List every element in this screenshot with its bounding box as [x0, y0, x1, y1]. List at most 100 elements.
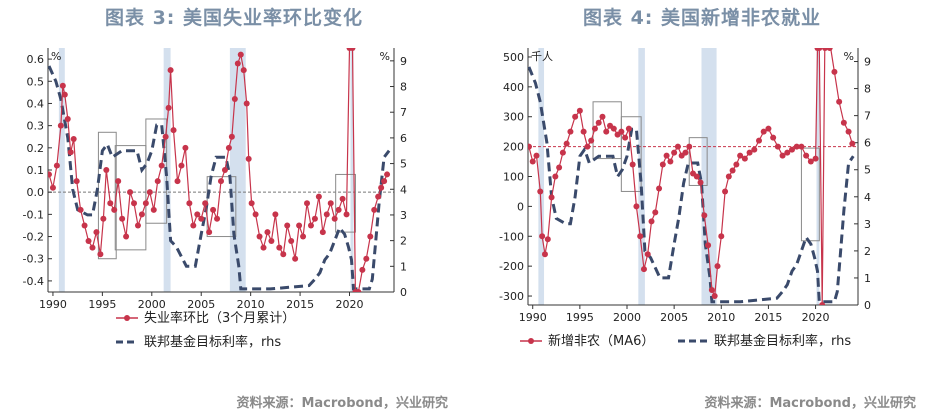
series-point [819, 302, 826, 305]
fed-funds-line [528, 66, 855, 304]
series-point [798, 143, 805, 150]
series-point [648, 218, 655, 225]
plot-area [48, 48, 391, 292]
highlight-box [335, 173, 356, 233]
series-point [100, 215, 107, 222]
x-tick-label: 2000 [138, 298, 166, 311]
series-point [760, 128, 767, 135]
legend-marker [528, 338, 534, 344]
highlight-box [620, 116, 642, 192]
series-point [57, 122, 64, 129]
series-point [53, 162, 60, 169]
series-point [686, 143, 693, 150]
series-point [174, 178, 181, 185]
main-series-line [48, 48, 388, 292]
series-point [123, 233, 130, 240]
y-tick-label: -0.4 [23, 275, 44, 288]
series-point [548, 194, 555, 201]
series-point [252, 211, 259, 218]
series-point [737, 152, 744, 159]
y2-tick-label: 1 [400, 260, 407, 273]
y-tick-label: -0.2 [23, 231, 44, 244]
y2-tick-label: 8 [400, 81, 407, 94]
series-point [355, 289, 362, 292]
series-point [363, 255, 370, 262]
y-tick-label: 400 [503, 81, 524, 94]
series-point [603, 128, 610, 135]
recession-band [229, 48, 246, 292]
series-point [537, 188, 544, 195]
series-point [103, 167, 110, 173]
y-tick-label: 0.6 [27, 53, 45, 66]
series-point [167, 67, 174, 74]
y2-tick-label: 5 [864, 164, 871, 177]
series-point [793, 143, 800, 150]
y2-tick-label: 9 [400, 55, 407, 68]
left-unit-label: % [51, 50, 61, 63]
series-point [240, 67, 247, 74]
series-point [371, 206, 378, 213]
series-point [644, 251, 651, 258]
series-point [599, 113, 606, 120]
series-point [674, 143, 681, 150]
series-point [567, 128, 574, 135]
y2-tick-label: 6 [400, 132, 407, 145]
x-tick-label: 2020 [336, 298, 364, 311]
y2-tick-label: 5 [400, 158, 407, 171]
x-tick-label: 2015 [754, 311, 782, 324]
series-point [667, 158, 674, 165]
series-point [206, 229, 213, 236]
series-point [367, 233, 374, 240]
y2-tick-label: 6 [864, 137, 871, 150]
x-tick-label: 2015 [286, 298, 314, 311]
series-point [331, 215, 338, 222]
series-point [138, 211, 145, 218]
series-point [154, 178, 161, 185]
y-tick-label: -200 [499, 260, 524, 273]
series-point [127, 189, 134, 196]
series-point [378, 184, 385, 191]
series-point [610, 125, 617, 132]
y-tick-label: -100 [499, 230, 524, 243]
y2-tick-label: 9 [864, 56, 871, 69]
series-point [845, 128, 852, 135]
series-point [671, 149, 678, 156]
series-point [343, 211, 350, 218]
y2-tick-label: 7 [864, 110, 871, 123]
series-point [774, 143, 781, 150]
series-point [182, 144, 189, 151]
x-tick-label: 2010 [237, 298, 265, 311]
series-point [725, 173, 732, 180]
y2-tick-label: 0 [864, 299, 871, 312]
series-point [803, 152, 810, 159]
series-point [588, 137, 595, 144]
series-point [93, 229, 100, 236]
series-point [260, 244, 267, 251]
y2-tick-label: 1 [864, 272, 871, 285]
y-tick-label: 100 [503, 171, 524, 184]
y2-tick-label: 4 [864, 191, 871, 204]
panel-nonfarm-payrolls: 图表 4: 美国新增非农就业 500 400 300 200 100 0 -100 -200 -… [468, 0, 936, 415]
series-point [544, 236, 551, 243]
series-point [656, 185, 663, 192]
series-point [280, 251, 287, 258]
x-tick-label: 2010 [707, 311, 735, 324]
series-point [541, 251, 548, 258]
chart-title: 图表 3: 美国失业率环比变化 [104, 7, 364, 29]
series-point [170, 127, 177, 134]
x-tick-label: 2005 [660, 311, 688, 324]
series-point [311, 215, 318, 222]
series-point [359, 266, 366, 273]
series-point [576, 107, 583, 114]
y2-tick-label: 0 [400, 286, 407, 299]
series-point [67, 149, 74, 156]
series-point [822, 48, 828, 51]
series-point [111, 206, 118, 213]
series-point [733, 161, 740, 168]
series-point [150, 206, 157, 213]
unemployment-chart: 0.6 0.5 0.4 0.3 0.2 0.1 0.0 -0.1 -0.2 -0.3 -0.4 9 8 7… [23, 48, 407, 350]
series-point [228, 133, 235, 140]
x-tick-label: 1995 [88, 298, 116, 311]
series-point [231, 96, 238, 103]
series-point [221, 167, 228, 173]
